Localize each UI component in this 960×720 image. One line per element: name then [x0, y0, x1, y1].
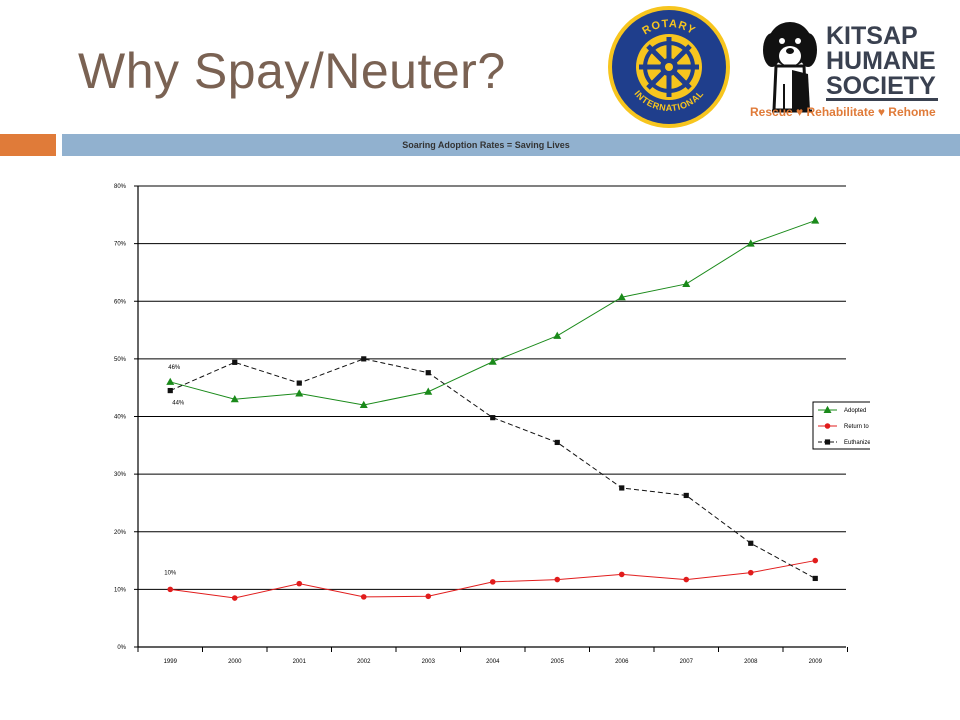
- data-point-adopted: [359, 400, 368, 408]
- svg-text:ROTARY: ROTARY: [640, 18, 697, 38]
- data-point-return-to-owner: [231, 595, 238, 601]
- logo-humane-text: HUMANE: [826, 47, 936, 75]
- data-point-adopted: [553, 331, 562, 339]
- legend-label: Return to Owner: [844, 424, 870, 430]
- data-point-adopted: [295, 389, 304, 397]
- x-tick-label: 2008: [744, 659, 758, 665]
- data-point-adopted: [424, 387, 433, 395]
- data-label: 10%: [164, 570, 177, 576]
- data-point-euthanized: [361, 356, 367, 362]
- rotary-logo-top-text: ROTARY: [640, 18, 696, 38]
- series-line-euthanized: [170, 358, 816, 579]
- y-tick-label: 80%: [114, 184, 127, 190]
- data-point-return-to-owner: [683, 576, 690, 583]
- logo-kitsap-text: KITSAP: [826, 22, 918, 50]
- data-point-euthanized: [232, 359, 238, 365]
- data-point-adopted: [746, 239, 755, 247]
- x-tick-label: 2001: [293, 659, 307, 665]
- data-point-adopted: [682, 279, 691, 287]
- data-point-euthanized: [748, 540, 754, 546]
- slide-title: Why Spay/Neuter?: [78, 43, 506, 99]
- data-point-return-to-owner: [167, 586, 174, 593]
- data-point-euthanized: [167, 387, 173, 394]
- x-tick-label: 2003: [422, 659, 436, 665]
- x-tick-label: 2004: [486, 659, 500, 665]
- legend-label: Adopted: [844, 408, 866, 414]
- logo-tagline: Rescue ♥ Rehabilitate ♥ Rehome: [750, 105, 936, 119]
- series-return-to-owner: [167, 557, 819, 601]
- accent-bar-orange: [0, 134, 56, 156]
- dog-silhouette-icon: [763, 22, 817, 113]
- series-euthanized: [167, 356, 818, 582]
- x-tick-label: 2002: [357, 659, 371, 665]
- y-tick-label: 70%: [114, 242, 127, 248]
- y-tick-label: 0%: [117, 645, 126, 651]
- x-tick-label: 2006: [615, 659, 629, 665]
- data-point-return-to-owner: [618, 571, 625, 578]
- data-point-return-to-owner: [360, 594, 367, 600]
- adoption-rates-chart: 0% 10% 20% 30% 40% 50% 60% 70% 80% 1999 2000 2001 20…: [114, 184, 870, 665]
- data-point-return-to-owner: [425, 593, 432, 600]
- data-label: 46%: [168, 365, 181, 371]
- x-tick-label: 2005: [551, 659, 565, 665]
- chart-title: Soaring Adoption Rates = Saving Lives: [402, 140, 570, 150]
- data-point-adopted: [811, 216, 820, 224]
- data-point-adopted: [166, 377, 175, 385]
- data-point-euthanized: [296, 380, 302, 386]
- data-point-euthanized: [812, 575, 818, 582]
- x-tick-label: 2009: [809, 659, 823, 665]
- data-point-euthanized: [683, 492, 689, 499]
- data-label: 44%: [172, 401, 185, 407]
- chart-legend: Adopted Return to Owner Euthanized: [812, 401, 870, 450]
- data-point-return-to-owner: [812, 557, 819, 564]
- legend-marker: [823, 405, 832, 413]
- legend-label: Euthanized: [844, 440, 870, 446]
- x-tick-label: 2000: [228, 659, 242, 665]
- accent-bar-blue: [62, 134, 960, 156]
- x-tick-label: 1999: [164, 659, 178, 665]
- y-tick-label: 40%: [114, 415, 127, 421]
- y-tick-label: 60%: [114, 299, 127, 305]
- data-point-adopted: [617, 293, 626, 301]
- data-point-euthanized: [425, 370, 431, 376]
- data-point-euthanized: [619, 485, 625, 491]
- data-point-return-to-owner: [489, 579, 496, 585]
- y-tick-label: 20%: [114, 530, 127, 536]
- data-point-adopted: [230, 395, 239, 403]
- legend-marker: [824, 439, 831, 445]
- legend-marker: [824, 423, 831, 429]
- y-tick-label: 10%: [114, 587, 127, 593]
- series-adopted: [166, 216, 820, 408]
- x-tick-label: 2007: [680, 659, 694, 665]
- y-tick-label: 50%: [114, 357, 127, 363]
- data-point-return-to-owner: [554, 576, 561, 583]
- data-point-euthanized: [554, 439, 560, 446]
- data-point-return-to-owner: [747, 569, 754, 576]
- logo-society-text: SOCIETY: [826, 72, 936, 100]
- y-tick-label: 30%: [114, 472, 127, 478]
- data-point-return-to-owner: [296, 580, 303, 587]
- data-point-euthanized: [490, 415, 496, 421]
- kitsap-humane-society-logo: KITSAP HUMANE SOCIETY Rescue ♥ Rehabilit…: [750, 22, 938, 119]
- rotary-international-logo: ROTARY INTERNATIONAL: [608, 6, 730, 128]
- data-point-adopted: [488, 357, 497, 365]
